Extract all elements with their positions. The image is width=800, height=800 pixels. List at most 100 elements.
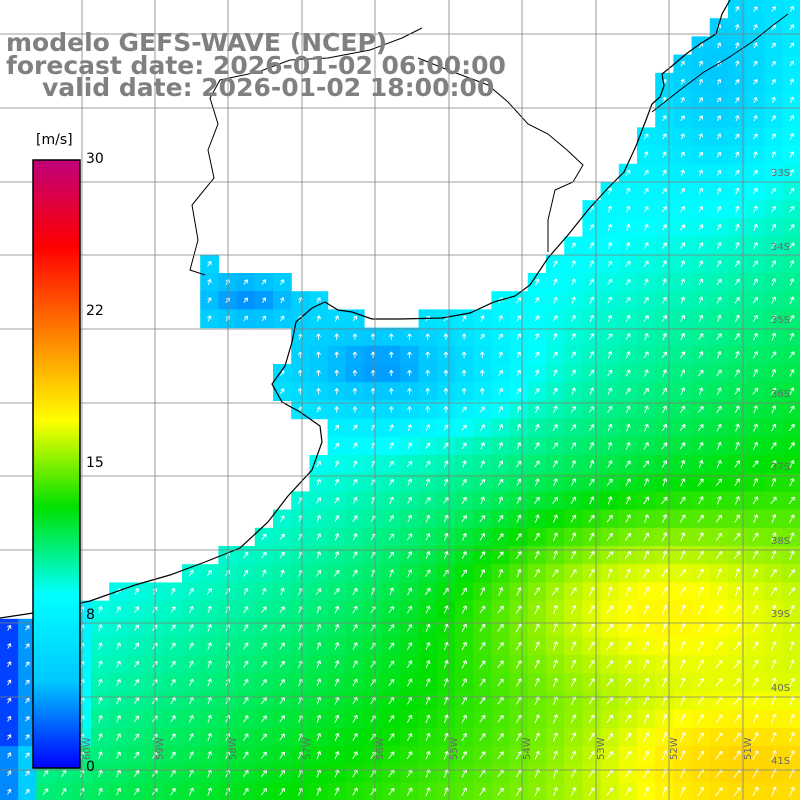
wind-arrow	[662, 732, 668, 742]
wind-arrow	[461, 369, 467, 377]
wind-arrow	[352, 496, 358, 504]
wind-arrow	[262, 587, 267, 596]
wind-arrow	[625, 260, 631, 267]
wind-arrow	[570, 514, 577, 523]
wind-arrow	[735, 97, 740, 103]
wind-arrow	[498, 460, 504, 468]
wind-arrow	[625, 405, 631, 414]
wind-arrow	[624, 750, 632, 760]
wind-arrow	[406, 533, 413, 541]
wind-arrow	[661, 188, 667, 194]
wind-arrow	[771, 78, 776, 85]
wind-arrow	[679, 569, 686, 578]
wind-arrow	[735, 441, 740, 450]
wind-arrow	[643, 586, 650, 596]
wind-arrow	[570, 569, 577, 578]
wind-arrow	[734, 79, 740, 85]
wind-arrow	[697, 424, 704, 432]
wind-arrow	[280, 587, 285, 596]
wind-arrow	[771, 205, 777, 213]
wind-arrow	[7, 788, 12, 795]
wind-arrow	[735, 187, 740, 195]
wind-arrow	[515, 641, 522, 651]
wind-arrow	[643, 532, 650, 542]
wind-arrow	[352, 551, 358, 559]
wind-arrow	[753, 187, 758, 195]
wind-arrow	[534, 388, 540, 395]
wind-arrow	[243, 660, 249, 668]
wind-arrow	[698, 333, 704, 341]
wind-arrow	[733, 732, 741, 742]
wind-arrow	[771, 713, 777, 724]
lat-label: 40S	[771, 683, 790, 694]
wind-arrow	[571, 460, 576, 468]
wind-arrow	[406, 787, 413, 796]
wind-arrow	[352, 442, 358, 450]
wind-arrow	[571, 260, 576, 268]
wind-arrow	[243, 587, 249, 595]
wind-arrow	[735, 151, 740, 158]
wind-arrow	[789, 224, 795, 231]
wind-arrow	[552, 514, 558, 523]
wind-arrow	[589, 278, 594, 286]
wind-arrow	[188, 642, 194, 650]
wind-arrow	[680, 387, 686, 395]
wind-arrow	[570, 478, 576, 487]
wind-arrow	[462, 460, 467, 468]
wind-arrow	[679, 242, 686, 249]
wind-arrow	[207, 605, 212, 614]
wind-arrow	[352, 388, 358, 395]
wind-arrow	[443, 497, 449, 504]
wind-arrow	[260, 787, 267, 796]
wind-arrow	[552, 604, 559, 615]
wind-arrow	[734, 586, 741, 597]
wind-arrow	[116, 660, 121, 668]
wind-arrow	[553, 369, 558, 377]
lat-label: 35S	[771, 315, 790, 326]
wind-arrow	[789, 42, 795, 49]
wind-arrow	[243, 787, 249, 796]
colorbar-tick-0: 30	[86, 151, 104, 167]
wind-arrow	[752, 732, 759, 742]
lat-label: 41S	[771, 756, 790, 767]
wind-arrow	[770, 460, 777, 468]
wind-arrow	[625, 278, 631, 286]
wind-arrow	[98, 642, 103, 650]
wind-arrows	[7, 5, 796, 797]
wind-arrow	[753, 278, 758, 286]
wind-arrow	[443, 714, 449, 724]
wind-arrow	[261, 315, 267, 322]
wind-arrow	[735, 205, 740, 213]
wind-arrow	[280, 569, 285, 577]
wind-arrow	[771, 405, 777, 414]
wind-arrow	[497, 733, 504, 741]
wind-arrow	[333, 569, 340, 577]
wind-arrow	[697, 405, 704, 413]
wind-arrow	[624, 714, 632, 724]
wind-arrow	[479, 605, 486, 614]
wind-arrow	[61, 769, 67, 778]
wind-arrow	[753, 423, 759, 432]
wind-arrow	[170, 715, 176, 723]
wind-arrow	[315, 497, 322, 504]
wind-arrow	[679, 351, 686, 359]
wind-arrow	[425, 551, 431, 559]
wind-arrow	[352, 605, 358, 614]
wind-arrow	[588, 406, 595, 413]
wind-arrow	[716, 78, 722, 85]
wind-arrow	[516, 388, 522, 395]
wind-arrow	[770, 496, 777, 505]
wind-arrow	[643, 496, 649, 505]
wind-arrow	[771, 623, 777, 633]
wind-arrow	[116, 678, 121, 687]
colorbar-unit: [m/s]	[34, 132, 75, 148]
wind-arrow	[715, 732, 723, 742]
wind-arrow	[389, 587, 394, 596]
wind-arrow	[662, 478, 668, 487]
wind-arrow	[388, 551, 395, 559]
wind-arrow	[388, 660, 395, 668]
wind-arrow	[770, 351, 777, 359]
wind-arrow	[753, 60, 758, 67]
wind-arrow	[388, 751, 395, 759]
wind-arrow	[389, 496, 394, 505]
